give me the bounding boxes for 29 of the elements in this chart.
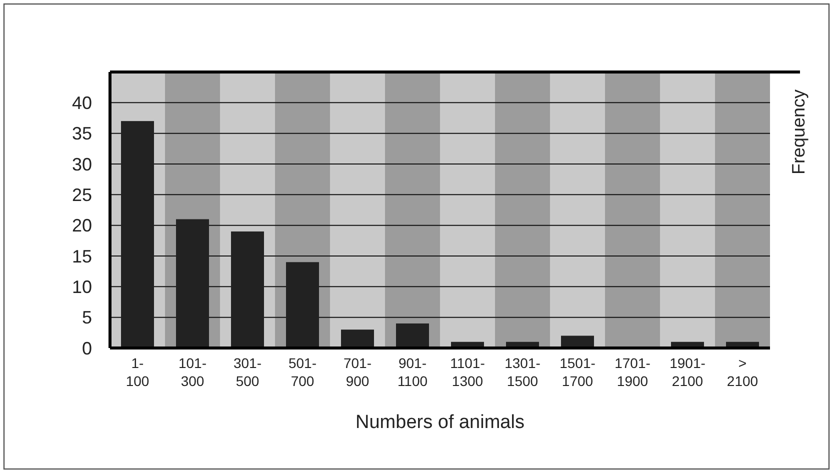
x-tick-label: 701-900 xyxy=(343,355,372,389)
x-tick-label: 1-100 xyxy=(126,355,150,389)
bar xyxy=(176,219,209,348)
x-tick-label: 101-300 xyxy=(178,355,207,389)
bar xyxy=(286,262,319,348)
y-tick-label: 20 xyxy=(72,216,92,236)
y-tick-label: 15 xyxy=(72,246,92,266)
bar xyxy=(341,330,374,348)
y-tick-label: 5 xyxy=(82,308,92,328)
y-tick-label: 25 xyxy=(72,184,92,205)
bar xyxy=(231,231,264,348)
y-tick-label: 10 xyxy=(72,276,92,297)
x-tick-label: 1701-1900 xyxy=(614,355,651,389)
x-tick-label: 501-700 xyxy=(288,355,317,389)
x-tick-label: 901-1100 xyxy=(397,355,428,389)
x-tick-label: 1301-1500 xyxy=(504,355,541,389)
x-tick-label: > 2100 xyxy=(726,355,758,389)
x-axis-title: Numbers of animals xyxy=(356,412,524,433)
x-tick-label: 1101-1300 xyxy=(450,355,486,389)
y-tick-label: 35 xyxy=(72,124,92,144)
y-axis-title: Frequency xyxy=(788,89,808,175)
x-tick-label: 1501-1700 xyxy=(560,355,596,389)
bar xyxy=(561,336,594,348)
x-tick-label: 1901-2100 xyxy=(670,355,706,389)
y-tick-label: 30 xyxy=(72,154,92,174)
x-tick-label: 301-500 xyxy=(233,355,262,389)
y-tick-label: 40 xyxy=(72,92,92,113)
bar xyxy=(396,323,429,348)
y-tick-label: 0 xyxy=(82,338,92,358)
